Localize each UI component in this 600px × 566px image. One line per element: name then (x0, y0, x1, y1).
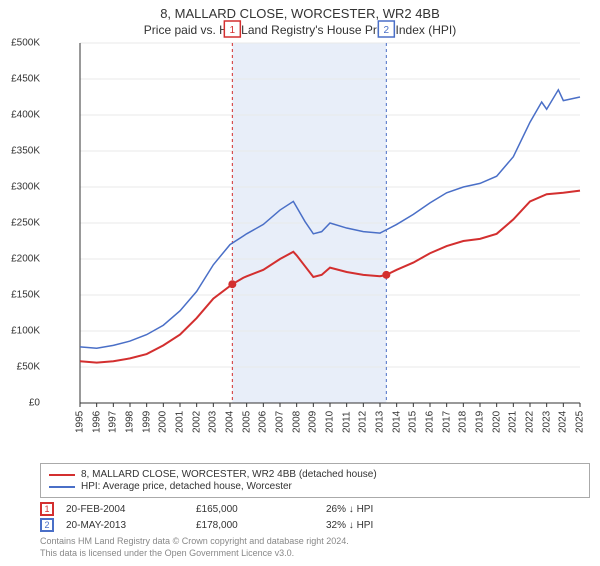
x-axis-label: 2006 (258, 411, 269, 433)
y-axis-label: £400K (0, 110, 40, 121)
footer-line-1: Contains HM Land Registry data © Crown c… (40, 536, 590, 548)
event-date: 20-FEB-2004 (66, 504, 196, 515)
x-axis-label: 2016 (425, 411, 436, 433)
x-axis-label: 2008 (291, 411, 302, 433)
x-axis-label: 2023 (541, 411, 552, 433)
legend-swatch (49, 486, 75, 488)
x-axis-label: 2012 (358, 411, 369, 433)
x-axis-label: 2017 (441, 411, 452, 433)
x-axis-label: 2025 (575, 411, 586, 433)
x-axis-label: 2021 (508, 411, 519, 433)
x-axis-label: 2020 (491, 411, 502, 433)
x-axis-label: 2019 (475, 411, 486, 433)
footer-line-2: This data is licensed under the Open Gov… (40, 548, 590, 560)
x-axis-label: 2015 (408, 411, 419, 433)
x-axis-label: 2010 (325, 411, 336, 433)
event-marker-icon: 1 (40, 502, 54, 516)
chart-title: 8, MALLARD CLOSE, WORCESTER, WR2 4BB (0, 6, 600, 21)
x-axis-label: 2011 (341, 411, 352, 433)
x-axis-label: 2002 (191, 411, 202, 433)
x-axis-label: 1995 (75, 411, 86, 433)
x-axis-label: 2024 (558, 411, 569, 433)
x-axis-label: 2013 (375, 411, 386, 433)
x-axis-label: 2000 (158, 411, 169, 433)
attribution-footer: Contains HM Land Registry data © Crown c… (40, 536, 590, 559)
y-axis-label: £350K (0, 146, 40, 157)
y-axis-label: £0 (0, 398, 40, 409)
y-axis-label: £200K (0, 254, 40, 265)
event-delta: 26% ↓ HPI (326, 504, 456, 515)
svg-text:2: 2 (384, 25, 390, 36)
legend-row: HPI: Average price, detached house, Worc… (49, 481, 581, 492)
x-axis-label: 2005 (241, 411, 252, 433)
events-table: 1 20-FEB-2004£165,00026% ↓ HPI 2 20-MAY-201… (40, 502, 590, 532)
x-axis-label: 2018 (458, 411, 469, 433)
y-axis-label: £300K (0, 182, 40, 193)
event-row: 1 20-FEB-2004£165,00026% ↓ HPI (40, 502, 590, 516)
y-axis-label: £450K (0, 74, 40, 85)
svg-text:1: 1 (230, 25, 236, 36)
event-delta: 32% ↓ HPI (326, 520, 456, 531)
x-axis-label: 2022 (525, 411, 536, 433)
legend-label: HPI: Average price, detached house, Worc… (81, 481, 292, 492)
event-price: £178,000 (196, 520, 326, 531)
event-date: 20-MAY-2013 (66, 520, 196, 531)
x-axis-label: 1998 (125, 411, 136, 433)
chart-subtitle: Price paid vs. HM Land Registry's House … (0, 23, 600, 37)
x-axis-label: 2014 (391, 411, 402, 433)
event-price: £165,000 (196, 504, 326, 515)
event-row: 2 20-MAY-2013£178,00032% ↓ HPI (40, 518, 590, 532)
y-axis-label: £50K (0, 362, 40, 373)
x-axis-label: 2003 (208, 411, 219, 433)
y-axis-label: £150K (0, 290, 40, 301)
event-marker-icon: 2 (40, 518, 54, 532)
y-axis-label: £250K (0, 218, 40, 229)
line-chart-svg: 12 (80, 43, 580, 403)
x-axis-label: 1996 (91, 411, 102, 433)
legend-label: 8, MALLARD CLOSE, WORCESTER, WR2 4BB (de… (81, 469, 377, 480)
y-axis-label: £100K (0, 326, 40, 337)
legend-row: 8, MALLARD CLOSE, WORCESTER, WR2 4BB (de… (49, 469, 581, 480)
x-axis-label: 1997 (108, 411, 119, 433)
x-axis-label: 2001 (175, 411, 186, 433)
x-axis-label: 2009 (308, 411, 319, 433)
legend-swatch (49, 474, 75, 476)
legend: 8, MALLARD CLOSE, WORCESTER, WR2 4BB (de… (40, 463, 590, 498)
x-axis-label: 2004 (225, 411, 236, 433)
x-axis-label: 1999 (141, 411, 152, 433)
chart-area: £0£50K£100K£150K£200K£250K£300K£350K£400… (30, 43, 590, 403)
x-axis-label: 2007 (275, 411, 286, 433)
y-axis-label: £500K (0, 38, 40, 49)
